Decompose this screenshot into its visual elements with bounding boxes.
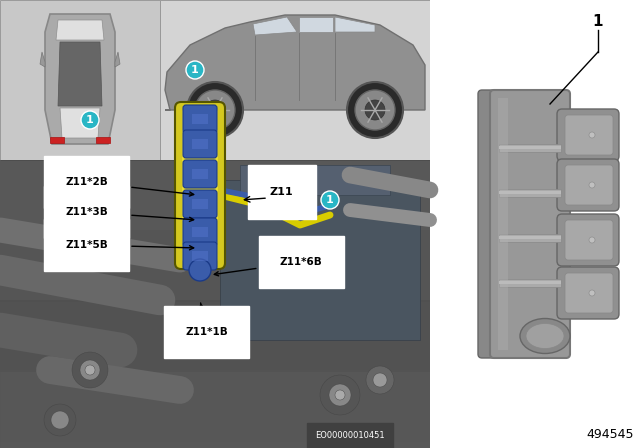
- FancyBboxPatch shape: [478, 90, 506, 358]
- Polygon shape: [115, 52, 120, 67]
- Circle shape: [589, 237, 595, 243]
- FancyBboxPatch shape: [565, 165, 613, 205]
- Bar: [0, 230, 430, 302]
- Text: Z11: Z11: [270, 187, 294, 197]
- Text: Z11*3B: Z11*3B: [65, 207, 194, 221]
- Text: 1: 1: [593, 14, 604, 30]
- Bar: [0, 160, 430, 448]
- Circle shape: [320, 375, 360, 415]
- Bar: [240, 165, 390, 195]
- FancyBboxPatch shape: [183, 242, 217, 270]
- Circle shape: [589, 132, 595, 138]
- Text: 1: 1: [191, 65, 199, 75]
- Bar: [499, 146, 561, 149]
- Bar: [192, 227, 208, 237]
- Polygon shape: [56, 20, 104, 40]
- Polygon shape: [253, 17, 297, 35]
- Bar: [499, 281, 561, 284]
- Bar: [499, 189, 561, 197]
- Bar: [499, 236, 561, 239]
- Circle shape: [366, 366, 394, 394]
- Bar: [160, 0, 430, 160]
- FancyBboxPatch shape: [557, 159, 619, 211]
- Bar: [192, 114, 208, 124]
- FancyBboxPatch shape: [183, 160, 217, 188]
- Polygon shape: [299, 17, 333, 32]
- Bar: [192, 251, 208, 261]
- FancyBboxPatch shape: [557, 214, 619, 266]
- Text: 494545: 494545: [586, 428, 634, 441]
- FancyBboxPatch shape: [183, 218, 217, 246]
- Bar: [499, 144, 561, 152]
- FancyBboxPatch shape: [183, 190, 217, 218]
- Circle shape: [329, 384, 351, 406]
- Bar: [192, 199, 208, 209]
- Bar: [0, 0, 160, 160]
- Circle shape: [85, 365, 95, 375]
- Text: Z11*1B: Z11*1B: [185, 303, 228, 337]
- Text: EO00000010451: EO00000010451: [315, 431, 385, 440]
- Bar: [0, 300, 430, 372]
- Polygon shape: [40, 52, 45, 67]
- Circle shape: [186, 61, 204, 79]
- Circle shape: [80, 360, 100, 380]
- Polygon shape: [165, 15, 425, 110]
- Bar: [499, 279, 561, 287]
- Bar: [0, 160, 430, 232]
- Polygon shape: [335, 17, 375, 32]
- Text: 1: 1: [326, 195, 334, 205]
- FancyBboxPatch shape: [565, 220, 613, 260]
- FancyBboxPatch shape: [183, 105, 217, 133]
- FancyBboxPatch shape: [490, 90, 570, 358]
- Circle shape: [347, 82, 403, 138]
- Bar: [96, 137, 110, 143]
- FancyBboxPatch shape: [557, 267, 619, 319]
- Circle shape: [81, 111, 99, 129]
- Text: 1: 1: [86, 115, 94, 125]
- Circle shape: [205, 100, 225, 120]
- FancyBboxPatch shape: [557, 109, 619, 161]
- FancyBboxPatch shape: [182, 109, 218, 262]
- Bar: [499, 234, 561, 242]
- Ellipse shape: [526, 323, 564, 349]
- Polygon shape: [45, 14, 115, 144]
- Polygon shape: [60, 108, 100, 138]
- FancyBboxPatch shape: [565, 115, 613, 155]
- Bar: [499, 191, 561, 194]
- Bar: [50, 137, 64, 143]
- Polygon shape: [58, 42, 102, 106]
- Circle shape: [355, 90, 395, 130]
- Bar: [0, 370, 430, 442]
- Circle shape: [365, 100, 385, 120]
- Circle shape: [72, 352, 108, 388]
- Circle shape: [187, 82, 243, 138]
- Circle shape: [589, 182, 595, 188]
- Circle shape: [589, 290, 595, 296]
- Circle shape: [321, 191, 339, 209]
- Circle shape: [51, 411, 69, 429]
- FancyBboxPatch shape: [175, 102, 225, 269]
- Circle shape: [195, 90, 235, 130]
- Bar: [498, 98, 508, 350]
- FancyBboxPatch shape: [565, 273, 613, 313]
- Ellipse shape: [520, 319, 570, 353]
- Bar: [220, 180, 420, 340]
- Text: Z11*5B: Z11*5B: [65, 240, 194, 250]
- FancyBboxPatch shape: [183, 130, 217, 158]
- Circle shape: [189, 259, 211, 281]
- Text: Z11*6B: Z11*6B: [214, 257, 323, 276]
- Circle shape: [44, 404, 76, 436]
- Circle shape: [373, 373, 387, 387]
- Circle shape: [335, 390, 345, 400]
- Bar: [192, 169, 208, 179]
- Text: Z11*2B: Z11*2B: [65, 177, 194, 196]
- Bar: [430, 0, 640, 448]
- Bar: [192, 139, 208, 149]
